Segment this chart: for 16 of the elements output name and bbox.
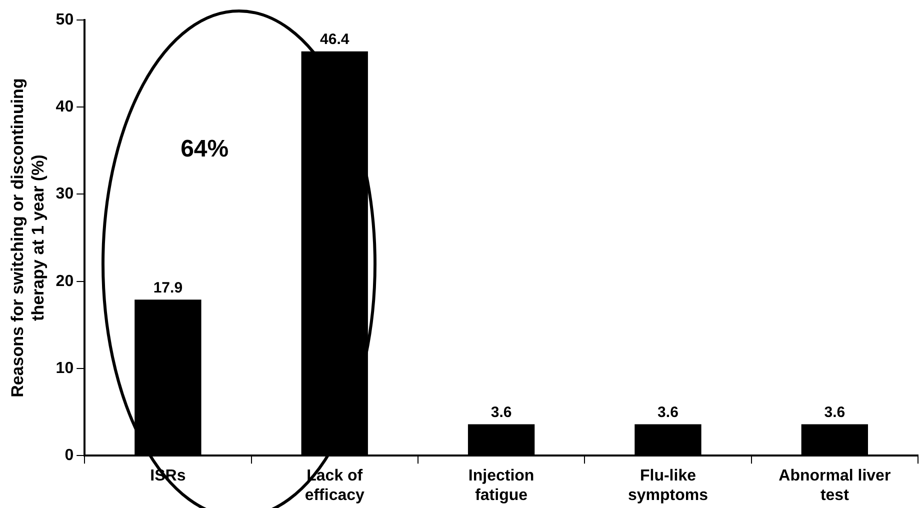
data-label: 3.6 <box>824 404 846 421</box>
data-label: 3.6 <box>490 404 512 421</box>
y-tick-label: 10 <box>56 360 74 377</box>
x-tick-label: Flu-like symptoms <box>628 468 708 504</box>
y-tick-label: 0 <box>64 447 74 464</box>
data-label: 17.9 <box>153 279 183 296</box>
y-tick-label: 20 <box>56 272 74 290</box>
y-tick-label: 50 <box>56 11 74 28</box>
annotation: 64% <box>180 136 229 163</box>
y-tick-label: 30 <box>56 186 74 203</box>
y-axis-title: Reasons for switching or discontinuing therapy at 1 year (%) <box>8 78 48 398</box>
x-tick-label: Injection fatigue <box>468 468 534 504</box>
x-tick-label: Abnormal liver test <box>778 468 891 504</box>
data-label: 46.4 <box>320 31 350 48</box>
data-label: 3.6 <box>658 404 678 421</box>
y-tick-label: 40 <box>56 98 74 116</box>
